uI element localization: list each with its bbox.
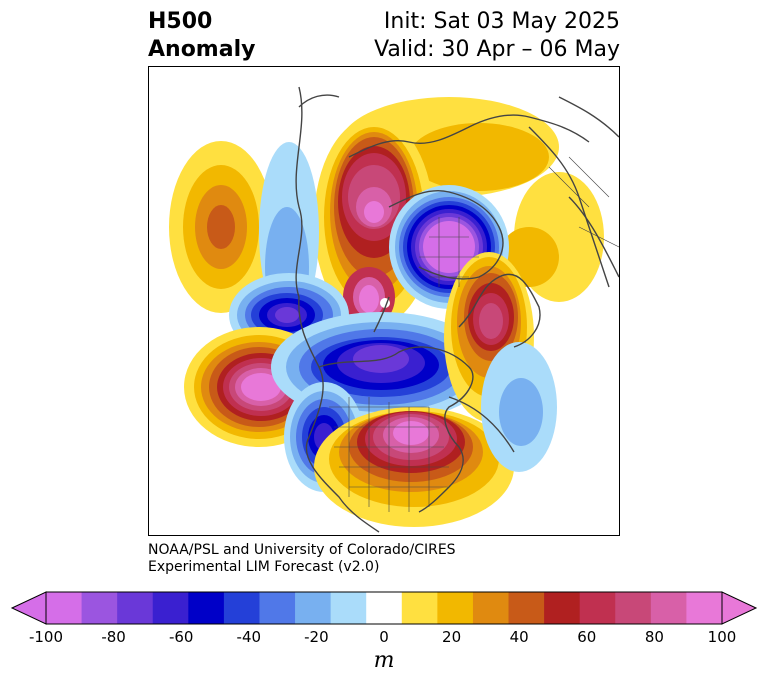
colorbar-tick-label: 0 (379, 628, 389, 646)
title-line-1: H500 (148, 9, 213, 34)
colorbar-cell (401, 592, 438, 624)
anomaly-map (148, 66, 620, 536)
colorbar-tick-label: 80 (644, 628, 664, 646)
colorbar-cell (579, 592, 616, 624)
colorbar-tick-label: -60 (168, 628, 194, 646)
colorbar-cell (81, 592, 118, 624)
colorbar-cell (259, 592, 296, 624)
anomaly-north-pacific-west (169, 141, 273, 313)
colorbar-cell (437, 592, 474, 624)
colorbar-cell (295, 592, 332, 624)
anomaly-fills (169, 97, 604, 527)
colorbar-cell (650, 592, 687, 624)
colorbar-cell (615, 592, 652, 624)
political-borders (329, 156, 619, 512)
anomaly-north-atlantic (481, 342, 557, 472)
coastlines (295, 86, 619, 533)
colorbar-over-arrow (721, 591, 758, 625)
map-canvas (169, 86, 619, 533)
colorbar-ticks: -100 -80 -60 -40 -20 0 20 40 60 80 100 (0, 628, 768, 648)
colorbar-cell (472, 592, 510, 624)
colorbar-tick-label: -40 (236, 628, 262, 646)
colorbar-tick-label: 100 (707, 628, 737, 646)
colorbar-under-arrow (10, 591, 47, 625)
colorbar-tick-label: 60 (577, 628, 597, 646)
colorbar-cell (223, 592, 260, 624)
colorbar-cell (686, 592, 723, 624)
valid-range: Valid: 30 Apr – 06 May (374, 37, 620, 62)
colorbar-outline (45, 591, 723, 625)
colorbar-tick-label: -80 (101, 628, 126, 646)
init-date: Init: Sat 03 May 2025 (383, 9, 620, 34)
colorbar-cell (544, 592, 581, 624)
colorbar-tick-label: 40 (509, 628, 529, 646)
colorbar-cells (46, 592, 723, 624)
colorbar (10, 591, 758, 625)
credit-line-2: Experimental LIM Forecast (v2.0) (148, 559, 380, 575)
colorbar-cell (508, 592, 545, 624)
colorbar-cell (117, 592, 154, 624)
colorbar-cell (46, 592, 83, 624)
title-line-2: Anomaly (148, 37, 256, 62)
credit-line-1: NOAA/PSL and University of Colorado/CIRE… (148, 542, 456, 558)
forecast-dates: Init: Sat 03 May 2025 Valid: 30 Apr – 06… (374, 8, 620, 64)
colorbar-tick-label: -20 (304, 628, 329, 646)
colorbar-cell (188, 592, 225, 624)
colorbar-cell (330, 592, 367, 624)
map-title: H500 Anomaly (148, 8, 255, 64)
colorbar-unit: m (373, 648, 395, 673)
credit-text: NOAA/PSL and University of Colorado/CIRE… (148, 542, 456, 576)
colorbar-cell (152, 592, 189, 624)
colorbar-cell (366, 592, 403, 624)
colorbar-tick-label: -100 (28, 628, 64, 646)
colorbar-tick-label: 20 (442, 628, 462, 646)
